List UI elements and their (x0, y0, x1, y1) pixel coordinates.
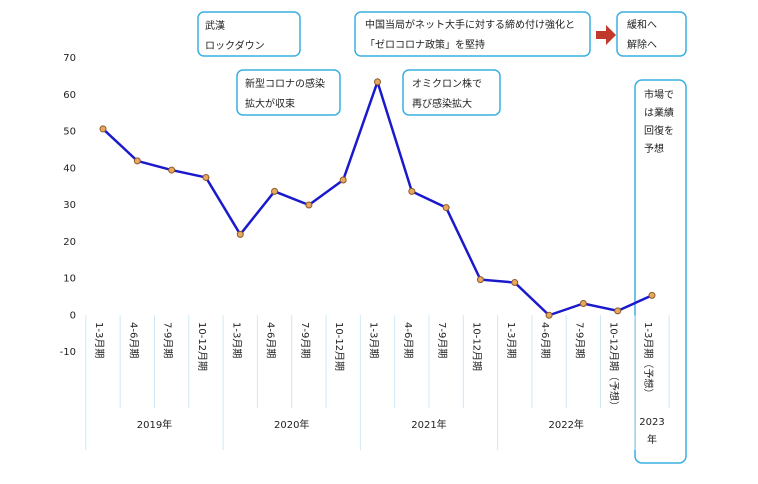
annotation: は業績 (644, 106, 674, 119)
point (408, 187, 416, 195)
x-tick-label: 1-3月期 (93, 322, 105, 358)
point (236, 230, 244, 238)
y-tick-label: 50 (63, 127, 76, 138)
year-label: 2023 (639, 417, 664, 428)
x-tick-label: 4-6月期 (265, 322, 277, 358)
x-tick-label: 4-6月期 (127, 322, 139, 358)
x-tick-label: 7-9月期 (162, 322, 174, 358)
x-tick-label: 4-6月期 (402, 322, 414, 358)
annotation-boxes (197, 11, 687, 464)
annotation-box (354, 11, 591, 57)
x-tick-label: 10-12月期 (333, 322, 345, 371)
y-tick-label: 0 (70, 310, 76, 321)
annotation: 新型コロナの感染 (245, 77, 325, 90)
point (305, 201, 313, 209)
y-tick-label: 30 (63, 200, 76, 211)
annotation: 拡大が収束 (245, 97, 295, 110)
x-tick-label: 10-12月期（予想） (608, 322, 621, 411)
y-tick-label: 70 (63, 53, 76, 64)
point (511, 279, 519, 287)
point (648, 291, 656, 299)
x-tick-label: 1-3月期（予想） (642, 322, 655, 398)
x-tick-label: 7-9月期 (573, 322, 585, 358)
annotation: 武漢 (205, 19, 225, 32)
x-tick-label: 7-9月期 (299, 322, 311, 358)
y-tick-label: 20 (63, 237, 76, 248)
annotation: 「ゼロコロナ政策」を堅持 (365, 38, 485, 51)
point (614, 307, 622, 315)
y-tick-label: -10 (60, 347, 76, 358)
annotation: 回復を (644, 124, 674, 137)
annotation: 緩和へ (627, 18, 657, 31)
y-tick-label: 60 (63, 90, 76, 101)
x-tick-label: 1-3月期 (230, 322, 242, 358)
point (271, 187, 279, 195)
point (579, 299, 587, 307)
point (202, 173, 210, 181)
point (133, 157, 141, 165)
x-tick-label: 7-9月期 (436, 322, 448, 358)
annotation: ロックダウン (205, 39, 265, 52)
x-tick-label: 1-3月期 (368, 322, 380, 358)
x-tick-label: 10-12月期 (470, 322, 482, 371)
point (442, 204, 450, 212)
y-tick-label: 40 (63, 163, 76, 174)
point (168, 166, 176, 174)
x-tick-label: 4-6月期 (539, 322, 551, 358)
year-label: 2021年 (411, 418, 446, 431)
annotation: 解除へ (627, 38, 657, 51)
point (339, 176, 347, 184)
annotation: 市場で (644, 88, 674, 101)
annotation-box (402, 69, 501, 116)
annotation-box (634, 79, 687, 464)
year-label: 年 (647, 433, 657, 446)
annotation-box (236, 69, 341, 116)
y-tick-label: 10 (63, 274, 76, 285)
point (545, 311, 553, 319)
annotation-box (197, 11, 301, 57)
point (99, 125, 107, 133)
arrow (596, 25, 616, 45)
annotation: 中国当局がネット大手に対する締め付け強化と (365, 18, 575, 31)
year-label: 2019年 (137, 418, 172, 431)
year-label: 2022年 (548, 418, 583, 431)
annotation: 予想 (644, 142, 664, 155)
x-tick-label: 1-3月期 (505, 322, 517, 358)
annotation-box (616, 11, 687, 57)
point (374, 78, 381, 86)
year-label: 2020年 (274, 418, 309, 431)
x-tick-label: 10-12月期 (196, 322, 208, 371)
point (476, 276, 484, 284)
line (102, 77, 653, 317)
annotation: オミクロン株で (412, 77, 482, 90)
annotation: 再び感染拡大 (412, 97, 472, 110)
